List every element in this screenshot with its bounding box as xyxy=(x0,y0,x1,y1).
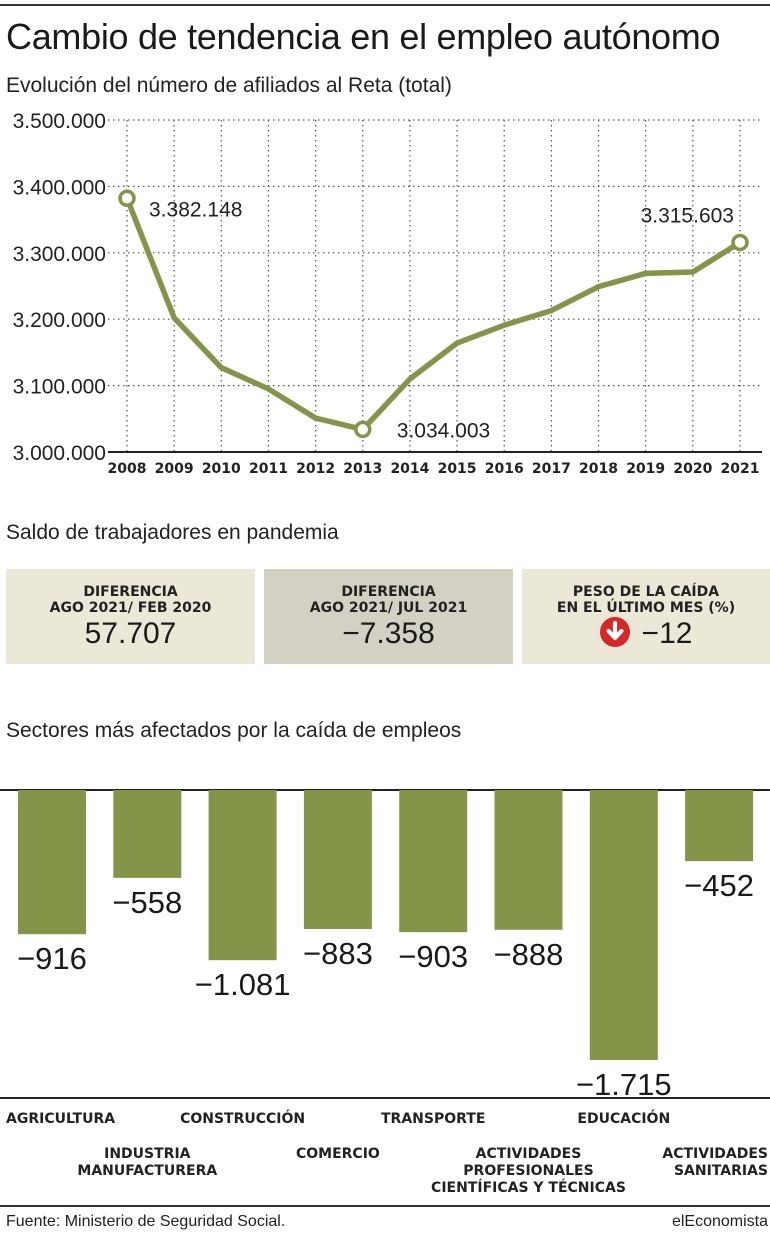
category-label: AGRICULTURA xyxy=(6,1111,115,1127)
category-label-line: ACTIVIDADES xyxy=(662,1146,768,1162)
series-line xyxy=(124,195,743,433)
bar-value-label: −883 xyxy=(303,936,373,971)
bar xyxy=(685,790,754,862)
bar-chart-subtitle: Sectores más afectados por la caída de e… xyxy=(6,719,462,742)
bar xyxy=(303,790,372,930)
category-label-line: EDUCACIÓN xyxy=(577,1109,670,1127)
category-label-line: COMERCIO xyxy=(296,1146,380,1162)
bar xyxy=(113,790,182,878)
box-value: −12 xyxy=(641,617,693,650)
down-arrow-icon xyxy=(599,617,630,648)
category-label: EDUCACIÓN xyxy=(577,1109,670,1127)
x-tick-label: 2018 xyxy=(579,461,618,477)
x-tick-label: 2009 xyxy=(155,461,194,477)
category-label-line: AGRICULTURA xyxy=(6,1111,115,1127)
data-label: 3.315.603 xyxy=(641,204,734,227)
x-tick-label: 2020 xyxy=(673,461,712,477)
line-chart-subtitle: Evolución del número de afiliados al Ret… xyxy=(6,74,452,97)
data-point-marker xyxy=(354,420,372,439)
box-diff-jul2021: DIFERENCIA AGO 2021/ JUL 2021 −7.358 xyxy=(264,569,513,664)
box-label: DIFERENCIA AGO 2021/ FEB 2020 xyxy=(49,584,212,616)
category-label-line: CIENTÍFICAS Y TÉCNICAS xyxy=(431,1179,626,1196)
box-label: DIFERENCIA AGO 2021/ JUL 2021 xyxy=(309,584,468,616)
y-tick-label: 3.300.000 xyxy=(13,243,106,266)
bar-value-label: −1.715 xyxy=(576,1067,672,1102)
category-label-line: SANITARIAS xyxy=(674,1163,768,1179)
x-tick-label: 2013 xyxy=(343,461,382,477)
x-tick-label: 2016 xyxy=(485,461,524,477)
y-tick-label: 3.200.000 xyxy=(13,309,106,332)
data-point-marker xyxy=(118,189,136,208)
box-value-row: −12 xyxy=(522,617,770,651)
top-rule xyxy=(0,4,770,6)
brand-name: elEconomista xyxy=(671,1213,768,1230)
category-label: CONSTRUCCIÓN xyxy=(180,1109,305,1127)
bar-chart: −916 −558 −1.081 −883 −903 −888 −1.715 −452 AGRI… xyxy=(0,789,770,1196)
y-tick-label: 3.000.000 xyxy=(13,442,106,465)
x-tick-label: 2010 xyxy=(202,461,241,477)
x-tick-label: 2011 xyxy=(249,461,288,477)
box-value: 57.707 xyxy=(84,617,177,650)
bar xyxy=(18,790,86,935)
bar xyxy=(399,790,468,933)
line-chart: 3.000.000 3.100.000 3.200.000 3.300.000 3.40… xyxy=(13,110,762,477)
box-fall-weight: PESO DE LA CAÍDA EN EL ÚLTIMO MES (%) −1… xyxy=(522,569,770,664)
category-label-line: MANUFACTURERA xyxy=(77,1163,217,1179)
bar-value-label: −452 xyxy=(684,868,754,903)
bottom-rule xyxy=(0,1205,770,1207)
box-label: PESO DE LA CAÍDA EN EL ÚLTIMO MES (%) xyxy=(556,584,736,616)
bar xyxy=(208,790,277,961)
box-value: −7.358 xyxy=(342,617,435,650)
x-tick-label: 2012 xyxy=(296,461,335,477)
category-label: ACTIVIDADES PROFESIONALES CIENTÍFICAS Y TÉ… xyxy=(431,1146,626,1196)
y-tick-label: 3.500.000 xyxy=(13,110,106,133)
source-note: Fuente: Ministerio de Seguridad Social. xyxy=(6,1213,286,1230)
box-diff-feb2020: DIFERENCIA AGO 2021/ FEB 2020 57.707 xyxy=(6,569,255,664)
y-tick-label: 3.400.000 xyxy=(13,176,106,199)
category-label-line: INDUSTRIA xyxy=(104,1146,191,1162)
x-tick-label: 2019 xyxy=(626,461,665,477)
x-tick-label: 2021 xyxy=(721,461,760,477)
y-tick-label: 3.100.000 xyxy=(13,376,106,399)
category-label-line: TRANSPORTE xyxy=(381,1111,485,1127)
boxes-subtitle: Saldo de trabajadores en pandemia xyxy=(6,521,339,544)
category-label: ACTIVIDADES SANITARIAS xyxy=(662,1146,768,1179)
x-tick-label: 2015 xyxy=(438,461,477,477)
category-label-line: CONSTRUCCIÓN xyxy=(180,1109,305,1127)
page-title: Cambio de tendencia en el empleo autónom… xyxy=(6,16,721,57)
category-label: INDUSTRIA MANUFACTURERA xyxy=(77,1146,217,1179)
bar-value-label: −888 xyxy=(494,937,564,972)
category-label-line: ACTIVIDADES xyxy=(476,1146,582,1162)
bar xyxy=(589,790,658,1060)
bar-value-label: −903 xyxy=(398,939,468,974)
data-label: 3.382.148 xyxy=(149,198,242,221)
x-tick-label: 2014 xyxy=(390,461,429,477)
category-label: COMERCIO xyxy=(296,1146,380,1162)
x-tick-label: 2008 xyxy=(108,461,147,477)
bar-value-label: −558 xyxy=(112,885,182,920)
data-point-marker xyxy=(731,233,749,252)
bar-value-label: −1.081 xyxy=(195,967,291,1002)
category-label-line: PROFESIONALES xyxy=(463,1163,593,1179)
category-label: TRANSPORTE xyxy=(381,1111,485,1127)
data-label: 3.034.003 xyxy=(397,419,490,442)
bar xyxy=(494,790,563,930)
x-tick-label: 2017 xyxy=(532,461,571,477)
bar-value-label: −916 xyxy=(17,941,87,976)
